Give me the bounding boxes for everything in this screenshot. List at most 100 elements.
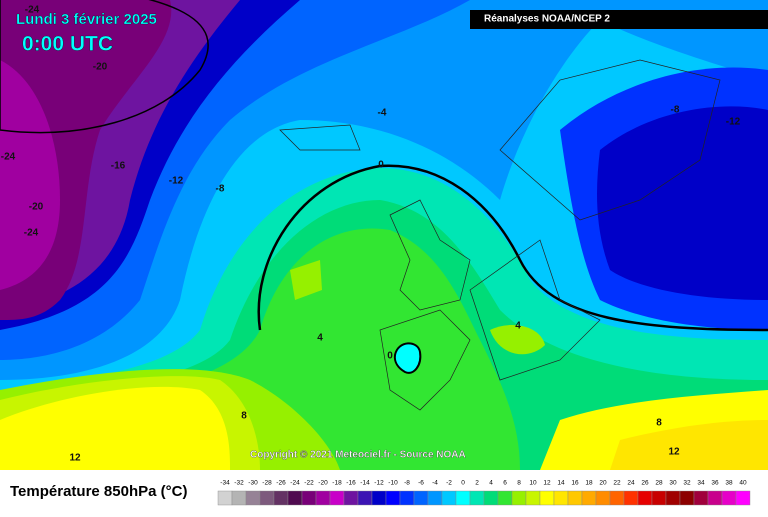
legend-value: 34 xyxy=(697,480,705,487)
legend-swatch xyxy=(399,490,415,506)
legend-value: -20 xyxy=(318,480,328,487)
legend-swatch xyxy=(609,490,625,506)
legend-swatch xyxy=(707,490,723,506)
legend-swatch xyxy=(413,490,429,506)
map-title: Lundi 3 février 2025 xyxy=(16,11,157,28)
legend-value: -26 xyxy=(276,480,286,487)
legend-swatch xyxy=(581,490,597,506)
contour-label: -24 xyxy=(24,228,39,239)
contour-label: -4 xyxy=(378,108,387,119)
legend-swatch xyxy=(623,490,639,506)
legend-swatch xyxy=(301,490,317,506)
contour-label: -24 xyxy=(25,5,40,16)
legend-value: 8 xyxy=(517,480,521,487)
legend-value: 0 xyxy=(461,480,465,487)
contour-labels: -24 -20 -24 -16 -12 -8 -20 -24 -4 0 -8 -12 4 0 4 8 12 8 12 xyxy=(1,5,741,464)
legend-value: 32 xyxy=(683,480,691,487)
legend-swatch xyxy=(273,490,289,506)
legend-value: -16 xyxy=(346,480,356,487)
legend-swatch xyxy=(651,490,667,506)
legend-swatch xyxy=(315,490,331,506)
legend-swatch xyxy=(455,490,471,506)
legend-value: -12 xyxy=(374,480,384,487)
contour-label: 4 xyxy=(515,321,521,332)
contour-label: 12 xyxy=(668,447,680,458)
legend-swatch xyxy=(721,490,737,506)
legend-value: -28 xyxy=(262,480,272,487)
legend-swatch xyxy=(511,490,527,506)
contour-label: -12 xyxy=(169,176,184,187)
legend-swatch xyxy=(525,490,541,506)
source-bar xyxy=(470,10,768,29)
contour-label: 0 xyxy=(387,351,393,362)
legend-value: 30 xyxy=(669,480,677,487)
legend: -34 -32 -30 -28 -26 -24 -22 -20 -18 -16 -14 -12 -10-… xyxy=(217,480,751,506)
source: Réanalyses NOAA/NCEP 2 xyxy=(484,14,610,25)
legend-swatch xyxy=(343,490,359,506)
legend-value: 36 xyxy=(711,480,719,487)
legend-value: 6 xyxy=(503,480,507,487)
legend-value: -30 xyxy=(248,480,258,487)
legend-swatch xyxy=(231,490,247,506)
legend-value: 18 xyxy=(585,480,593,487)
legend-swatch xyxy=(553,490,569,506)
legend-swatch xyxy=(245,490,261,506)
legend-swatch xyxy=(567,490,583,506)
legend-value: -22 xyxy=(304,480,314,487)
legend-swatch xyxy=(539,490,555,506)
legend-value: 14 xyxy=(557,480,565,487)
legend-value: 26 xyxy=(641,480,649,487)
legend-value: 16 xyxy=(571,480,579,487)
legend-swatch xyxy=(679,490,695,506)
legend-value: 22 xyxy=(613,480,621,487)
contour-label: 4 xyxy=(317,333,323,344)
legend-value: -10 xyxy=(388,480,398,487)
legend-swatch xyxy=(693,490,709,506)
legend-swatch xyxy=(371,490,387,506)
legend-value: 2 xyxy=(475,480,479,487)
legend-value: -2 xyxy=(446,480,452,487)
legend-value: -18 xyxy=(332,480,342,487)
legend-swatch xyxy=(259,490,275,506)
legend-swatch xyxy=(329,490,345,506)
legend-value: -24 xyxy=(290,480,300,487)
legend-swatch xyxy=(357,490,373,506)
legend-value: 4 xyxy=(489,480,493,487)
legend-value: -14 xyxy=(360,480,370,487)
contour-label: -12 xyxy=(726,117,741,128)
contour-label: -8 xyxy=(216,184,225,195)
legend-swatch xyxy=(735,490,751,506)
legend-value: 20 xyxy=(599,480,607,487)
legend-swatch xyxy=(483,490,499,506)
legend-swatch xyxy=(469,490,485,506)
legend-value: 12 xyxy=(543,480,551,487)
legend-value: -6 xyxy=(418,480,424,487)
legend-value: -32 xyxy=(234,480,244,487)
contour-label: -24 xyxy=(1,152,16,163)
legend-swatch xyxy=(665,490,681,506)
legend-value: 24 xyxy=(627,480,635,487)
legend-value: 38 xyxy=(725,480,733,487)
contour-label: 0 xyxy=(378,160,384,171)
legend-swatch xyxy=(497,490,513,506)
contour-label: -8 xyxy=(671,105,680,116)
legend-value: 10 xyxy=(529,480,537,487)
contour-label: -16 xyxy=(111,161,126,172)
legend-swatch xyxy=(637,490,653,506)
legend-value: -4 xyxy=(432,480,438,487)
legend-swatch xyxy=(595,490,611,506)
copyright: Copyright © 2021 Meteociel.fr - Source N… xyxy=(250,450,466,461)
legend-value: -34 xyxy=(220,480,230,487)
contour-label: 8 xyxy=(656,418,662,429)
legend-value: -8 xyxy=(404,480,410,487)
temperature-field xyxy=(0,0,768,470)
legend-title: Température 850hPa (°C) xyxy=(10,483,187,500)
map-time: 0:00 UTC xyxy=(22,33,113,56)
contour-label: 8 xyxy=(241,411,247,422)
legend-swatch xyxy=(427,490,443,506)
legend-swatch xyxy=(287,490,303,506)
legend-value: 40 xyxy=(739,480,747,487)
contour-label: 12 xyxy=(69,453,81,464)
